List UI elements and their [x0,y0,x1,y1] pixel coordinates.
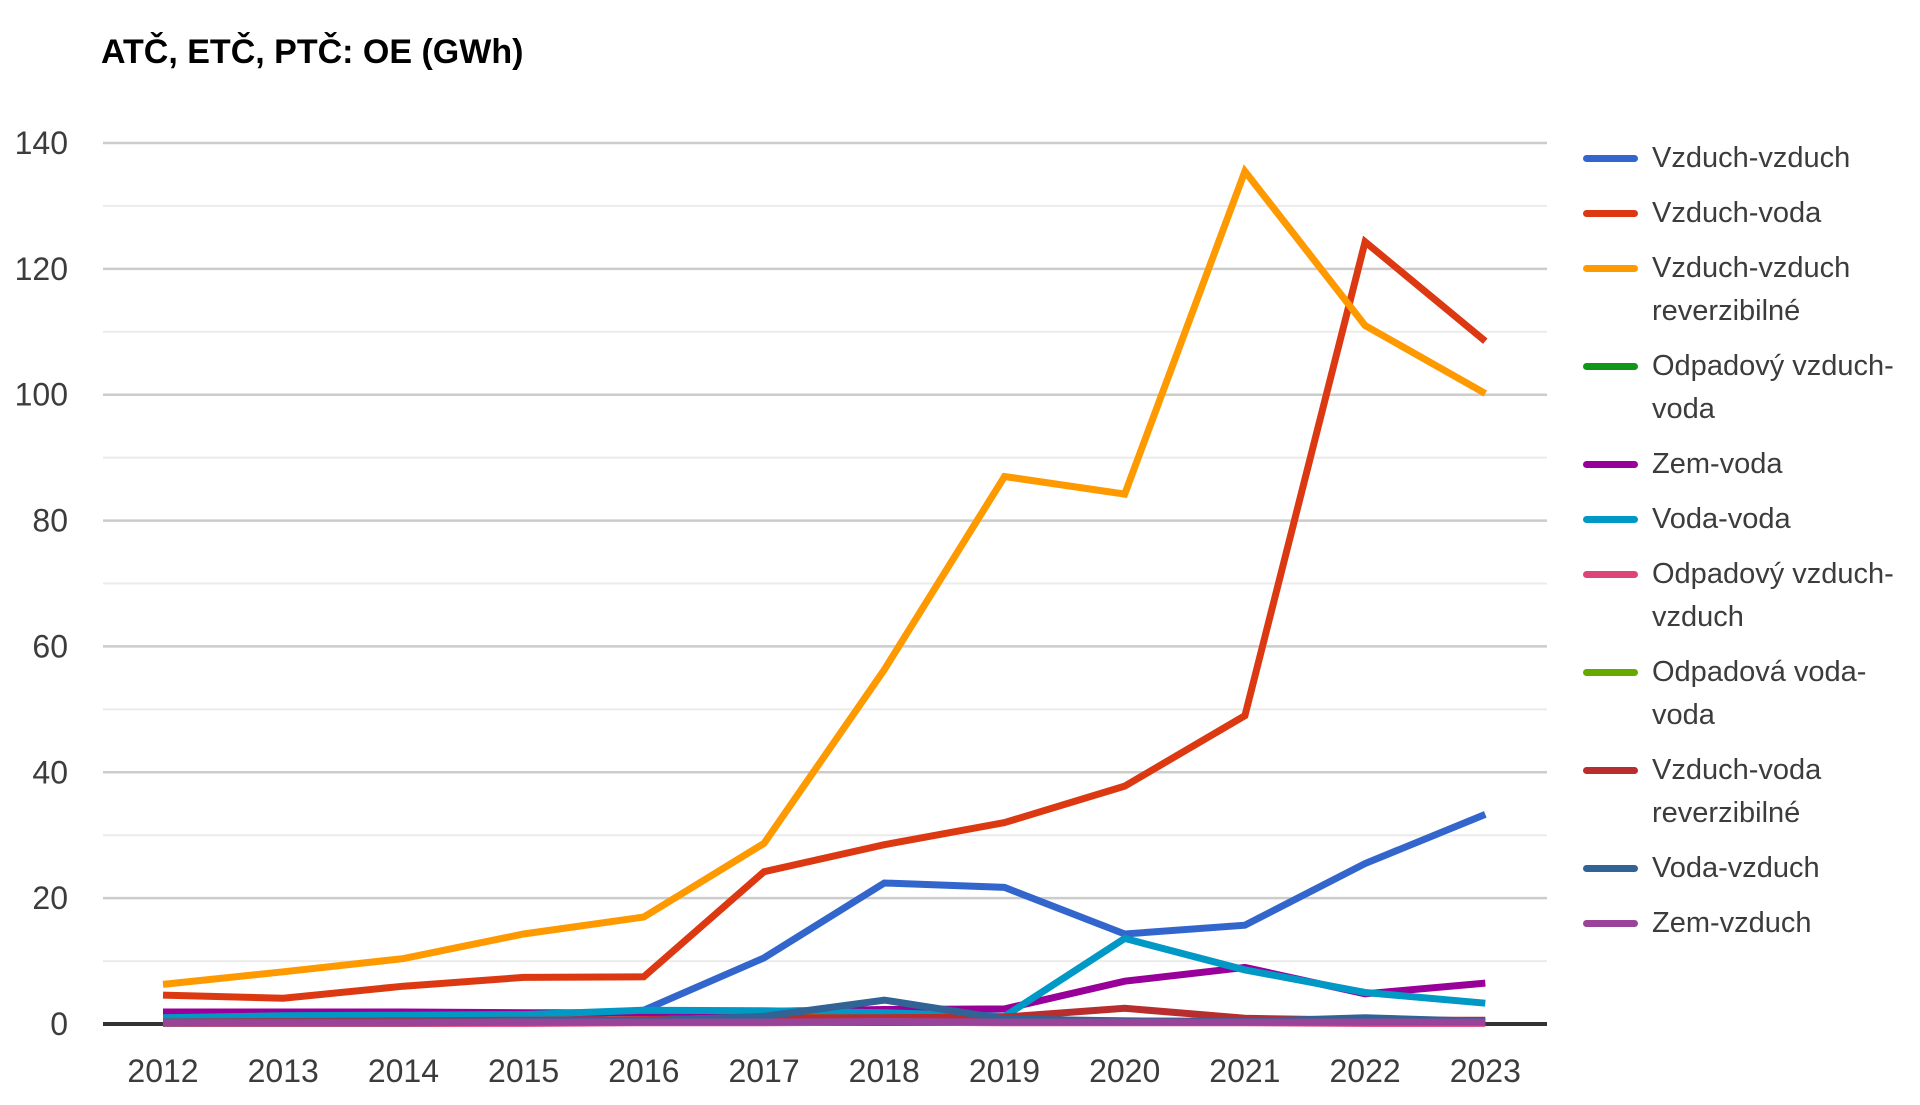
y-axis-labels: 0 20 40 60 80 100 120 140 [15,125,68,1042]
y-tick-label: 60 [32,628,68,664]
legend-label: Vzduch-voda reverzibilné [1652,754,1822,829]
x-tick-label: 2020 [1089,1053,1160,1089]
legend-label: Odpadový vzduch-vzduch [1652,558,1894,633]
legend-swatch-zem-voda [1583,461,1638,468]
x-tick-label: 2012 [127,1053,198,1089]
legend-label: Zem-voda [1652,448,1783,480]
legend-item-odpadova-voda-voda: Odpadová voda-voda [1583,651,1915,737]
legend-item-voda-vzduch: Voda-vzduch [1583,847,1915,890]
legend-item-vzduch-vzduch-reverzibilne: Vzduch-vzduch reverzibilné [1583,247,1915,333]
x-tick-label: 2013 [248,1053,319,1089]
legend-swatch-vzduch-vzduch-reverzibilne [1583,265,1638,272]
y-tick-label: 120 [15,251,68,287]
x-tick-label: 2015 [488,1053,559,1089]
legend-label: Odpadová voda-voda [1652,656,1867,731]
y-tick-label: 80 [32,503,68,539]
legend-label: Zem-vzduch [1652,907,1812,939]
legend-item-voda-voda: Voda-voda [1583,498,1915,541]
y-tick-label: 40 [32,754,68,790]
x-tick-label: 2022 [1329,1053,1400,1089]
series-line-vzduch-voda[interactable] [162,235,1488,1002]
legend-item-zem-voda: Zem-voda [1583,443,1915,486]
legend-label: Odpadový vzduch-voda [1652,350,1894,425]
legend-label: Vzduch-voda [1652,197,1822,229]
x-tick-label: 2014 [368,1053,439,1089]
legend-item-odpadovy-vzduch-voda: Odpadový vzduch-voda [1583,345,1915,431]
legend-label: Voda-voda [1652,503,1791,535]
major-gridlines [103,141,1547,900]
legend-swatch-vzduch-voda-reverzibilne [1583,767,1638,774]
legend-swatch-vzduch-vzduch [1583,155,1638,162]
legend-item-vzduch-voda: Vzduch-voda [1583,192,1915,235]
x-tick-label: 2018 [849,1053,920,1089]
legend-swatch-voda-vzduch [1583,865,1638,872]
legend-swatch-vzduch-voda [1583,210,1638,217]
legend-item-vzduch-vzduch: Vzduch-vzduch [1583,137,1915,180]
legend-item-zem-vzduch: Zem-vzduch [1583,902,1915,945]
legend-item-odpadovy-vzduch-vzduch: Odpadový vzduch-vzduch [1583,553,1915,639]
y-tick-label: 20 [32,880,68,916]
series-line-zem-vzduch[interactable] [163,1017,1486,1027]
x-axis-labels: 2012 2013 2014 2015 2016 2017 2018 2019 2020 2021… [127,1053,1520,1089]
y-tick-label: 140 [15,125,68,161]
x-tick-label: 2017 [728,1053,799,1089]
x-tick-label: 2019 [969,1053,1040,1089]
legend-label: Vzduch-vzduch [1652,142,1851,174]
x-tick-label: 2023 [1450,1053,1521,1089]
y-tick-label: 100 [15,377,68,413]
legend-label: Voda-vzduch [1652,852,1820,884]
x-tick-label: 2021 [1209,1053,1280,1089]
legend-swatch-odpadova-voda-voda [1583,669,1638,676]
chart-legend: Vzduch-vzduch Vzduch-voda Vzduch-vzduch re… [1583,137,1915,957]
y-tick-label: 0 [50,1006,68,1042]
legend-item-vzduch-voda-reverzibilne: Vzduch-voda reverzibilné [1583,749,1915,835]
x-tick-label: 2016 [608,1053,679,1089]
chart-title: ATČ, ETČ, PTČ: OE (GWh) [101,33,524,71]
legend-label: Vzduch-vzduch reverzibilné [1652,252,1851,327]
series-lines [162,164,1488,1027]
legend-swatch-zem-vzduch [1583,920,1638,927]
legend-swatch-odpadovy-vzduch-vzduch [1583,571,1638,578]
minor-gridlines [103,204,1547,963]
legend-swatch-voda-voda [1583,516,1638,523]
series-line-vzduch-vzduch-reverzibilne[interactable] [162,164,1488,988]
legend-swatch-odpadovy-vzduch-voda [1583,363,1638,370]
